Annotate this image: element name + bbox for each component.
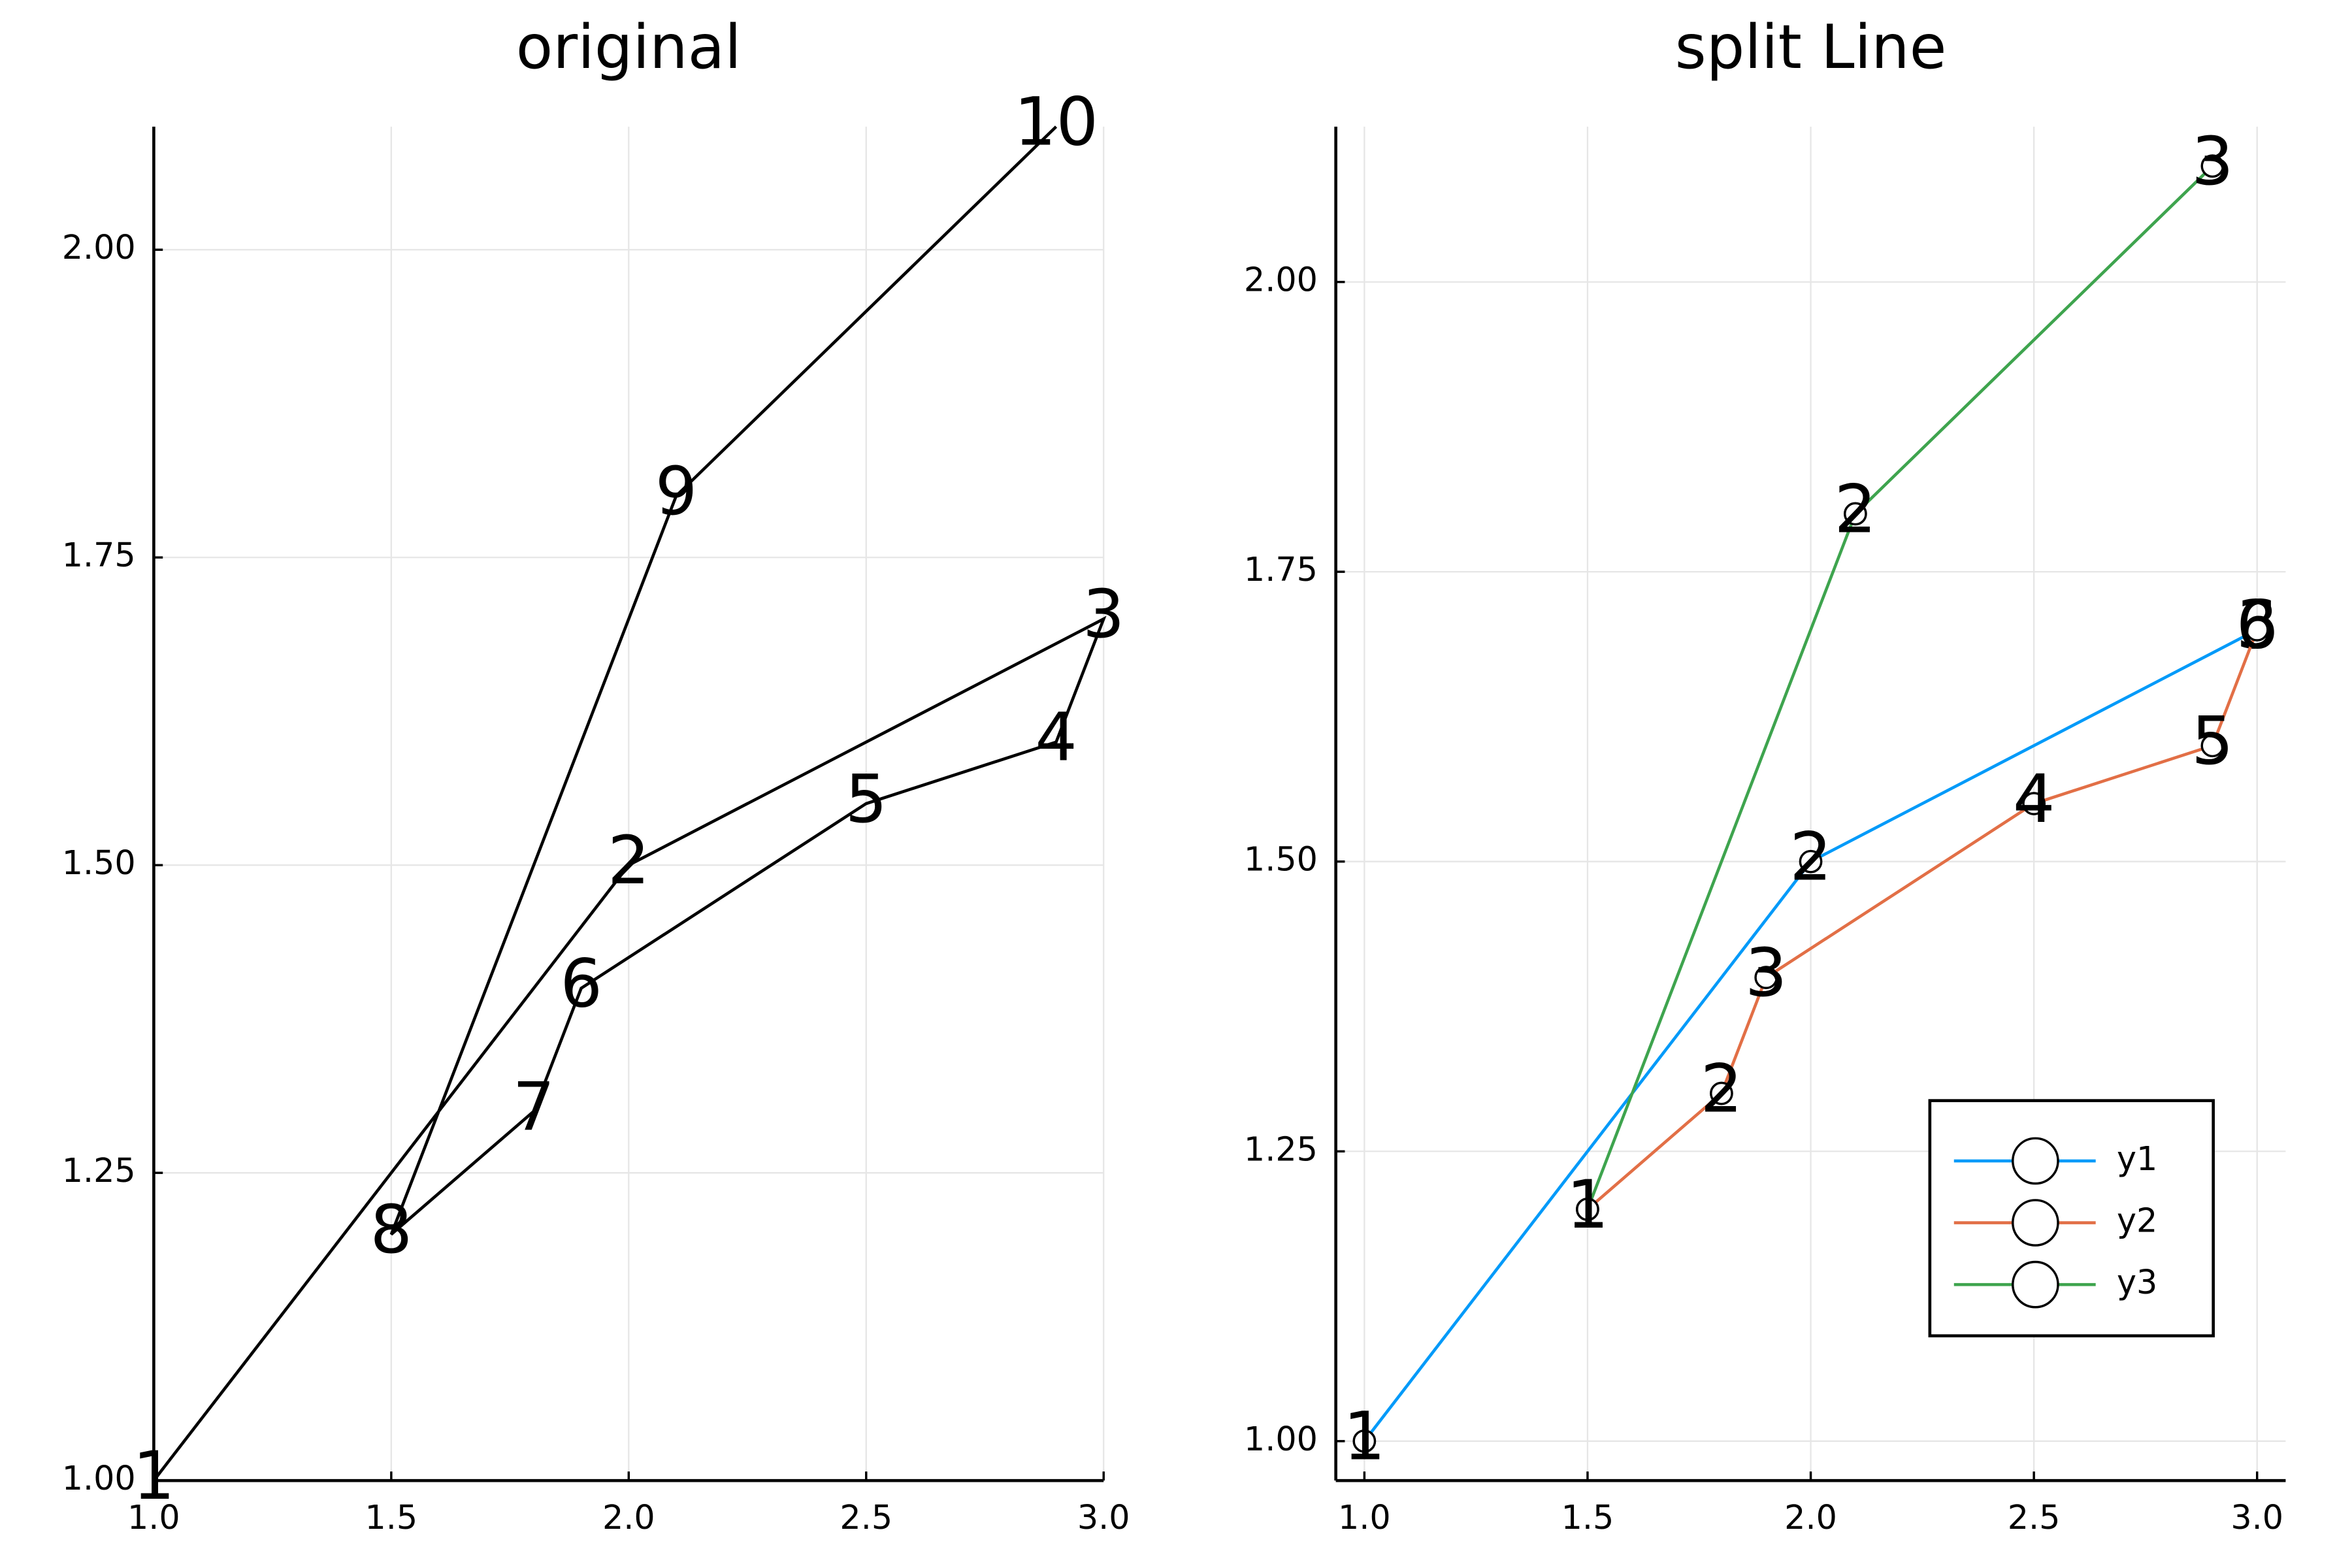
- point-marker: [1576, 1198, 1599, 1221]
- chart-title: original: [516, 12, 742, 82]
- line: [152, 125, 1107, 1482]
- x-tick-label: 2.5: [2008, 1498, 2061, 1537]
- y-tick-label: 1.25: [1244, 1130, 1318, 1168]
- point-label: 4: [2013, 760, 2055, 838]
- point-marker: [2200, 734, 2225, 758]
- point-marker: [1754, 966, 1778, 990]
- point-marker: [1799, 849, 1823, 874]
- y-tick-label: 2.00: [62, 228, 136, 267]
- y-tick-label: 1.75: [62, 536, 136, 574]
- x-tick-label: 1.5: [1561, 1498, 1614, 1537]
- x-tick-label: 3.0: [1077, 1498, 1130, 1537]
- legend-label: y3: [2117, 1263, 2157, 1301]
- y-tick-label: 1.50: [62, 843, 136, 882]
- point-marker: [1710, 1081, 1733, 1105]
- y-tick-label: 1.25: [62, 1151, 136, 1190]
- point-label: 7: [513, 1068, 555, 1145]
- point-label: 1: [1343, 1398, 1386, 1475]
- chart-title: split Line: [1675, 12, 1947, 82]
- point-label: 6: [2236, 587, 2278, 664]
- x-tick-label: 2.5: [840, 1498, 892, 1537]
- legend-marker: [2012, 1137, 2059, 1185]
- point-label: 4: [1035, 699, 1077, 776]
- line: [1586, 165, 2214, 1210]
- x-tick-label: 1.5: [365, 1498, 417, 1537]
- legend-marker: [2012, 1199, 2059, 1247]
- point-label: 5: [845, 760, 887, 838]
- y-tick-label: 1.50: [1244, 840, 1318, 879]
- point-label: 3: [1745, 934, 1788, 1011]
- point-label: 2: [1835, 470, 1877, 547]
- x-tick-label: 2.0: [1784, 1498, 1837, 1537]
- point-label: 1: [1567, 1166, 1609, 1243]
- point-label: 2: [608, 822, 650, 899]
- x-tick-label: 1.0: [127, 1498, 180, 1537]
- point-label: 9: [655, 453, 698, 530]
- point-label: 5: [2191, 702, 2234, 779]
- x-tick-label: 2.0: [602, 1498, 655, 1537]
- legend-label: y1: [2117, 1139, 2157, 1178]
- point-label: 2: [1789, 819, 1832, 896]
- legend-box: [1928, 1099, 2215, 1337]
- point-marker: [1352, 1429, 1377, 1453]
- line: [1586, 629, 2259, 1211]
- x-tick-label: 1.0: [1338, 1498, 1391, 1537]
- point-label: 3: [2191, 123, 2234, 200]
- y-tick-label: 1.00: [62, 1459, 136, 1497]
- legend-label: y2: [2117, 1201, 2157, 1240]
- point-marker: [2022, 792, 2046, 815]
- x-tick-label: 3.0: [2230, 1498, 2283, 1537]
- y-tick-label: 1.00: [1244, 1420, 1318, 1458]
- point-label: 6: [560, 945, 602, 1022]
- y-tick-label: 2.00: [1244, 261, 1318, 299]
- point-marker: [1843, 502, 1867, 526]
- legend-marker: [2012, 1260, 2059, 1309]
- point-label: 1: [133, 1437, 175, 1514]
- point-label: 2: [1701, 1050, 1743, 1127]
- point-label: 3: [1083, 576, 1125, 653]
- point-label: 10: [1014, 84, 1098, 161]
- y-tick-label: 1.75: [1244, 550, 1318, 589]
- point-marker: [2245, 617, 2269, 642]
- point-label: 8: [370, 1191, 413, 1268]
- point-marker: [2200, 154, 2225, 178]
